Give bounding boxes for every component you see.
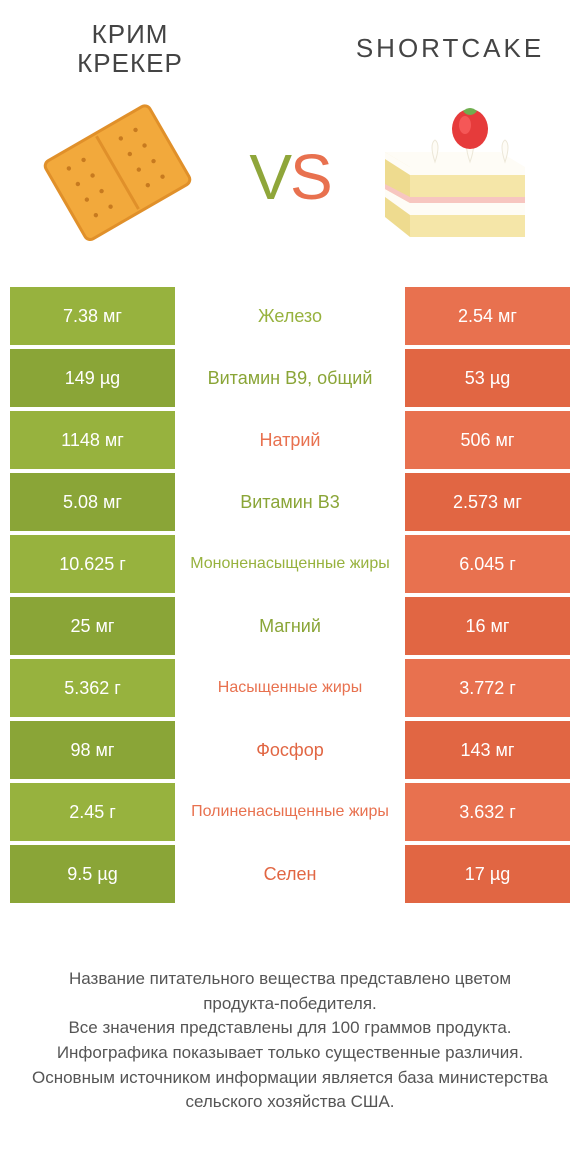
table-row: 7.38 мгЖелезо2.54 мг xyxy=(10,287,570,345)
table-row: 2.45 гПолиненасыщенные жиры3.632 г xyxy=(10,783,570,841)
footer-line-3: Инфографика показывает только существенн… xyxy=(30,1041,550,1066)
vs-s: S xyxy=(290,141,331,213)
nutrient-label: Натрий xyxy=(175,411,405,469)
value-left: 1148 мг xyxy=(10,411,175,469)
value-right: 2.54 мг xyxy=(405,287,570,345)
footer-line-1: Название питательного вещества представл… xyxy=(30,967,550,1016)
vs-v: V xyxy=(249,141,290,213)
product-title-right: SHORTCAKE xyxy=(350,34,550,63)
footer-line-2: Все значения представлены для 100 граммо… xyxy=(30,1016,550,1041)
shortcake-image xyxy=(370,97,550,257)
nutrient-label: Железо xyxy=(175,287,405,345)
value-right: 16 мг xyxy=(405,597,570,655)
table-row: 10.625 гМононенасыщенные жиры6.045 г xyxy=(10,535,570,593)
value-left: 5.08 мг xyxy=(10,473,175,531)
value-left: 10.625 г xyxy=(10,535,175,593)
footer-line-4: Основным источником информации является … xyxy=(30,1066,550,1115)
comparison-table: 7.38 мгЖелезо2.54 мг149 µgВитамин В9, об… xyxy=(10,287,570,903)
value-right: 6.045 г xyxy=(405,535,570,593)
value-right: 3.632 г xyxy=(405,783,570,841)
table-row: 5.362 гНасыщенные жиры3.772 г xyxy=(10,659,570,717)
nutrient-label: Полиненасыщенные жиры xyxy=(175,783,405,841)
table-row: 5.08 мгВитамин В32.573 мг xyxy=(10,473,570,531)
cracker-image xyxy=(30,97,210,257)
table-row: 25 мгМагний16 мг xyxy=(10,597,570,655)
value-right: 143 мг xyxy=(405,721,570,779)
value-left: 149 µg xyxy=(10,349,175,407)
value-left: 2.45 г xyxy=(10,783,175,841)
footer-notes: Название питательного вещества представл… xyxy=(10,907,570,1115)
nutrient-label: Витамин В9, общий xyxy=(175,349,405,407)
value-right: 3.772 г xyxy=(405,659,570,717)
value-left: 9.5 µg xyxy=(10,845,175,903)
images-row: VS xyxy=(10,87,570,287)
value-left: 25 мг xyxy=(10,597,175,655)
value-left: 7.38 мг xyxy=(10,287,175,345)
nutrient-label: Фосфор xyxy=(175,721,405,779)
table-row: 149 µgВитамин В9, общий53 µg xyxy=(10,349,570,407)
value-right: 2.573 мг xyxy=(405,473,570,531)
nutrient-label: Витамин В3 xyxy=(175,473,405,531)
value-right: 17 µg xyxy=(405,845,570,903)
value-right: 506 мг xyxy=(405,411,570,469)
nutrient-label: Селен xyxy=(175,845,405,903)
nutrient-label: Магний xyxy=(175,597,405,655)
table-row: 98 мгФосфор143 мг xyxy=(10,721,570,779)
table-row: 1148 мгНатрий506 мг xyxy=(10,411,570,469)
header: КРИМКРЕКЕР SHORTCAKE xyxy=(10,20,570,87)
value-left: 98 мг xyxy=(10,721,175,779)
value-right: 53 µg xyxy=(405,349,570,407)
product-title-left: КРИМКРЕКЕР xyxy=(30,20,230,77)
nutrient-label: Мононенасыщенные жиры xyxy=(175,535,405,593)
vs-label: VS xyxy=(249,140,330,214)
table-row: 9.5 µgСелен17 µg xyxy=(10,845,570,903)
nutrient-label: Насыщенные жиры xyxy=(175,659,405,717)
value-left: 5.362 г xyxy=(10,659,175,717)
